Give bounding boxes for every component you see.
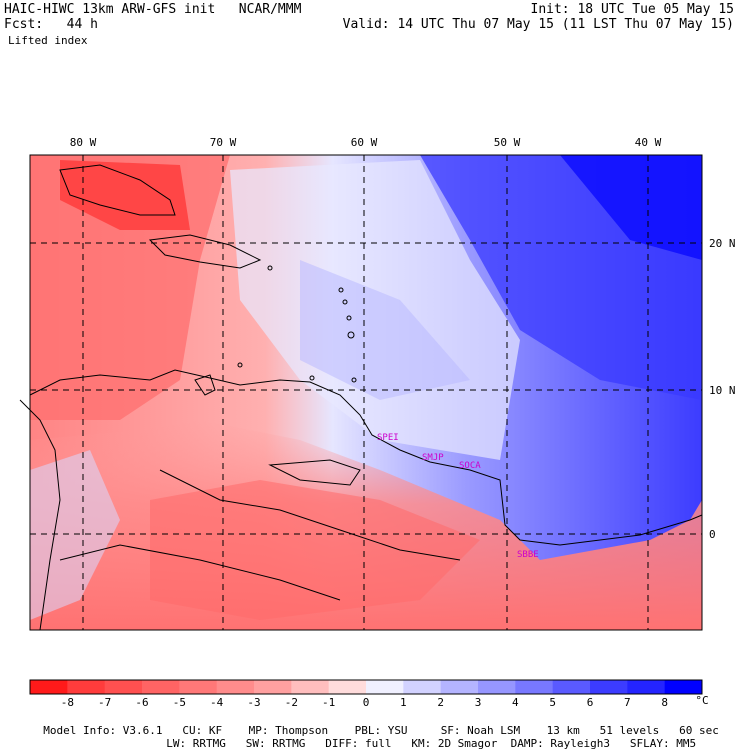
colorbar-swatch [179, 680, 218, 694]
station-label: SPEI [377, 433, 399, 443]
colorbar-tick-label: -7 [98, 696, 112, 709]
colorbar-tick-label: -3 [247, 696, 261, 709]
lat-label: 20 N [709, 237, 736, 250]
model-info-line-2: LW: RRTMG SW: RRTMG DIFF: full KM: 2D Sm… [153, 726, 696, 750]
valid-time: Valid: 14 UTC Thu 07 May 15 (11 LST Thu … [342, 17, 734, 32]
colorbar-tick-label: 7 [624, 696, 631, 709]
colorbar-swatch [552, 680, 591, 694]
lat-label: 0 [709, 528, 716, 541]
colorbar-tick-label: -8 [60, 696, 74, 709]
km-option: KM: 2D Smagor [411, 737, 498, 750]
colorbar-swatch [104, 680, 143, 694]
station-label: SOCA [459, 461, 481, 471]
model-title: HAIC-HIWC 13km ARW-GFS init NCAR/MMM [4, 2, 302, 17]
colorbar-swatch [440, 680, 479, 694]
lon-label: 70 W [210, 136, 237, 149]
colorbar-tick-label: 8 [661, 696, 668, 709]
time-step: 60 sec [679, 724, 719, 737]
cumulus-scheme: CU: KF [182, 724, 223, 737]
colorbar-tick-label: 3 [474, 696, 482, 709]
pbl-scheme: PBL: YSU [354, 724, 408, 737]
grid-spacing: 13 km [546, 724, 580, 737]
longitude-labels: 80 W 70 W 60 W 50 W 40 W [70, 136, 662, 149]
colorbar-tick-label: 0 [362, 696, 370, 709]
colorbar-swatch [291, 680, 330, 694]
colorbar-tick-label: -1 [322, 696, 336, 709]
station-labels: SPEI SMJP SOCA SBBE [377, 433, 539, 560]
colorbar-tick-label: -4 [210, 696, 224, 709]
station-label: SMJP [422, 453, 444, 463]
longwave-scheme: LW: RRTMG [166, 737, 226, 750]
colorbar-tick-label: 6 [586, 696, 594, 709]
microphysics-scheme: MP: Thompson [248, 724, 329, 737]
init-time: Init: 18 UTC Tue 05 May 15 [530, 2, 735, 17]
lon-label: 60 W [351, 136, 378, 149]
colorbar-tick-label: 5 [549, 696, 556, 709]
field-name: Lifted index [8, 34, 88, 47]
colorbar-swatch [254, 680, 292, 694]
vertical-levels: 51 levels [599, 724, 660, 737]
colorbar-tick-label: -2 [284, 696, 298, 709]
latitude-labels: 20 N 10 N 0 [709, 237, 736, 541]
colorbar [29, 679, 703, 695]
shortwave-scheme: SW: RRTMG [245, 737, 306, 750]
colorbar-unit: °C [695, 694, 709, 707]
model-info-line-1: Model Info: V3.6.1 CU: KF MP: Thompson P… [30, 713, 719, 737]
lon-label: 40 W [635, 136, 662, 149]
colorbar-swatch [403, 680, 442, 694]
colorbar-swatch [590, 680, 628, 694]
colorbar-tick-label: -5 [172, 696, 186, 709]
colorbar-swatch [664, 680, 703, 694]
surface-layer-option: SFLAY: MM5 [629, 737, 697, 750]
colorbar-swatch [216, 680, 255, 694]
lon-label: 50 W [494, 136, 521, 149]
colorbar-swatch [142, 680, 180, 694]
forecast-hour: Fcst: 44 h [4, 17, 98, 32]
lifted-index-field [30, 155, 702, 630]
colorbar-swatch [30, 680, 68, 694]
colorbar-swatch [627, 680, 666, 694]
lon-label: 80 W [70, 136, 97, 149]
colorbar-swatch [515, 680, 554, 694]
colorbar-swatch [67, 680, 106, 694]
colorbar-swatch [328, 680, 367, 694]
colorbar-swatch [478, 680, 516, 694]
colorbar-swatch [366, 680, 404, 694]
colorbar-tick-label: 1 [400, 696, 407, 709]
damping-option: DAMP: Rayleigh3 [510, 737, 611, 750]
islands [237, 265, 357, 383]
coastlines [19, 164, 703, 631]
lat-lon-grid [30, 155, 702, 630]
colorbar-frame [29, 679, 703, 695]
model-version: Model Info: V3.6.1 [43, 724, 163, 737]
map-frame [29, 154, 703, 631]
lat-label: 10 N [709, 384, 736, 397]
colorbar-tick-label: -6 [135, 696, 149, 709]
colorbar-tick-label: 4 [512, 696, 519, 709]
surface-scheme: SF: Noah LSM [440, 724, 521, 737]
station-label: SBBE [517, 550, 539, 560]
diffusion-option: DIFF: full [325, 737, 392, 750]
colorbar-tick-label: 2 [437, 696, 444, 709]
